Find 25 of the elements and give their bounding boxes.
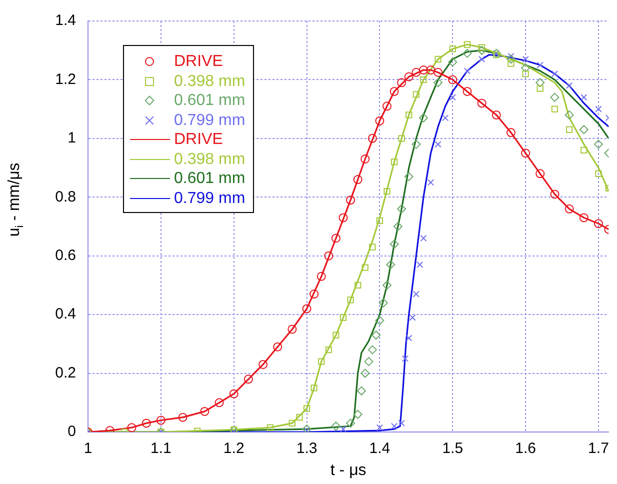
y-tick-label: 0.2 xyxy=(55,364,76,382)
y-tick-label: 0 xyxy=(68,423,76,440)
x-tick-label: 1.1 xyxy=(150,440,172,458)
legend-label: 0.398 mm xyxy=(174,72,246,91)
x-tick-label: 1.5 xyxy=(442,440,464,458)
x-tick-label: 1.2 xyxy=(223,440,244,458)
y-tick-label: 0.8 xyxy=(55,188,76,206)
x-tick-label: 1 xyxy=(84,440,92,458)
legend-label: DRIVE xyxy=(174,52,223,72)
legend-label: 0.601 mm xyxy=(174,169,246,188)
y-tick-label: 0.4 xyxy=(55,306,76,323)
legend-label: 0.398 mm xyxy=(174,150,246,169)
x-tick-label: 1.7 xyxy=(588,440,609,458)
x-axis-title: t - μs xyxy=(330,462,366,479)
x-tick-label: 1.4 xyxy=(369,440,390,458)
y-tick-label: 1.4 xyxy=(55,12,76,30)
y-tick-label: 1 xyxy=(68,130,76,147)
x-tick-label: 1.6 xyxy=(515,440,536,458)
legend-label: 0.799 mm xyxy=(174,110,246,130)
legend-label: DRIVE xyxy=(174,130,223,150)
x-tick-label: 1.3 xyxy=(296,440,318,458)
y-tick-label: 1.2 xyxy=(55,70,76,88)
y-tick-label: 0.6 xyxy=(55,247,76,264)
legend-label: 0.799 mm xyxy=(174,188,246,208)
legend-label: 0.601 mm xyxy=(174,91,246,110)
